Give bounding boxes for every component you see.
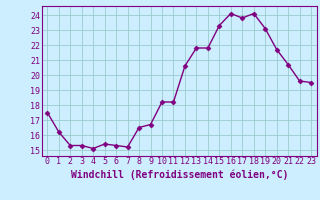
X-axis label: Windchill (Refroidissement éolien,°C): Windchill (Refroidissement éolien,°C) [70, 169, 288, 180]
